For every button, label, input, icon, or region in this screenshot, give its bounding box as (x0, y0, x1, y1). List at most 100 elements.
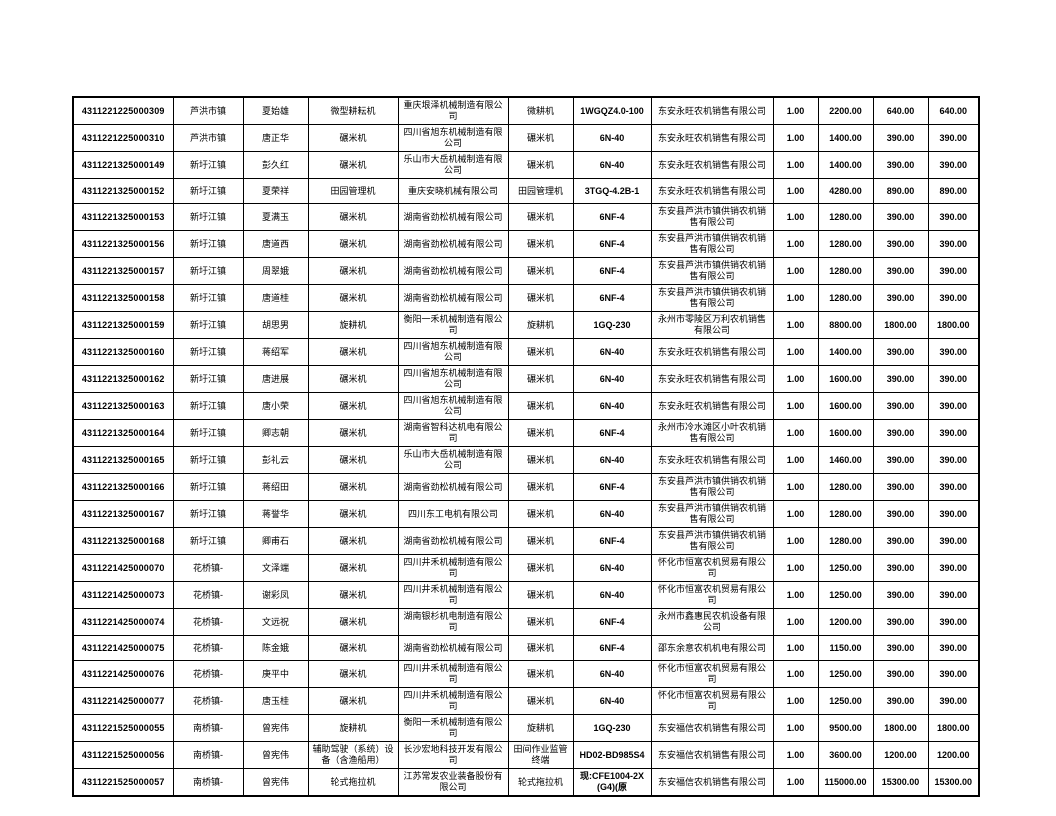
cell-record-id: 4311221325000156 (72, 230, 174, 258)
table-row: 4311221325000160 新圩江镇 蒋绍军 碾米机 四川省旭东机械制造有限公司碾… (72, 338, 980, 366)
cell-model: 6NF-4 (572, 230, 652, 258)
cell-machine-category: 碾米机 (507, 365, 574, 393)
cell-manufacturer: 四川井禾机械制造有限公司 (397, 554, 509, 582)
cell-quantity: 1.00 (772, 473, 819, 501)
cell-town: 花桥镇- (172, 554, 244, 582)
cell-town: 南桥镇- (172, 714, 244, 742)
cell-price: 1250.00 (817, 660, 874, 688)
cell-subsidy: 390.00 (872, 365, 929, 393)
cell-subsidy-total: 890.00 (927, 178, 980, 204)
cell-machine-name: 碾米机 (307, 284, 399, 312)
cell-owner-name: 蒋绍军 (242, 338, 309, 366)
cell-dealer: 邵东余意农机机电有限公司 (650, 635, 774, 661)
cell-subsidy-total: 390.00 (927, 338, 980, 366)
table-row: 4311221225000310 芦洪市镇 唐正华 碾米机 四川省旭东机械制造有限公司碾… (72, 124, 980, 152)
cell-model: 6NF-4 (572, 419, 652, 447)
cell-price: 1280.00 (817, 473, 874, 501)
table-row: 4311221325000168 新圩江镇 卿甫石 碾米机 湖南省劲松机械有限公司 碾米机… (72, 527, 980, 555)
cell-subsidy: 390.00 (872, 230, 929, 258)
cell-price: 1150.00 (817, 635, 874, 661)
cell-machine-category: 碾米机 (507, 635, 574, 661)
cell-town: 新圩江镇 (172, 500, 244, 528)
cell-price: 3600.00 (817, 741, 874, 769)
cell-machine-name: 微型耕耘机 (307, 96, 399, 125)
cell-quantity: 1.00 (772, 660, 819, 688)
cell-quantity: 1.00 (772, 151, 819, 179)
table-row: 4311221325000156 新圩江镇 唐道西 碾米机 湖南省劲松机械有限公司 碾米机… (72, 230, 980, 258)
cell-machine-category: 碾米机 (507, 392, 574, 420)
table-row: 4311221225000309 芦洪市镇 夏始雄 微型耕耘机 重庆垠泽机械制造有限公司… (72, 96, 980, 125)
cell-town: 花桥镇- (172, 687, 244, 715)
cell-subsidy-total: 640.00 (927, 96, 980, 125)
cell-subsidy-total: 390.00 (927, 608, 980, 636)
cell-subsidy-total: 390.00 (927, 500, 980, 528)
cell-model: 6N-40 (572, 392, 652, 420)
cell-record-id: 4311221225000310 (72, 124, 174, 152)
cell-record-id: 4311221325000158 (72, 284, 174, 312)
table-row: 4311221325000162 新圩江镇 唐进展 碾米机 四川省旭东机械制造有限公司碾… (72, 365, 980, 393)
cell-record-id: 4311221425000070 (72, 554, 174, 582)
cell-subsidy-total: 390.00 (927, 284, 980, 312)
cell-machine-category: 微耕机 (507, 96, 574, 125)
cell-machine-name: 碾米机 (307, 419, 399, 447)
cell-owner-name: 唐道桂 (242, 284, 309, 312)
cell-dealer: 东安福信农机销售有限公司 (650, 714, 774, 742)
cell-machine-category: 田间作业监管终端 (507, 741, 574, 769)
cell-subsidy: 390.00 (872, 500, 929, 528)
cell-price: 1600.00 (817, 419, 874, 447)
cell-record-id: 4311221325000164 (72, 419, 174, 447)
cell-manufacturer: 乐山市大岳机械制造有限公司 (397, 151, 509, 179)
cell-price: 1200.00 (817, 608, 874, 636)
cell-price: 1600.00 (817, 392, 874, 420)
cell-machine-name: 碾米机 (307, 500, 399, 528)
cell-machine-category: 碾米机 (507, 230, 574, 258)
table-row: 4311221425000074 花桥镇- 文远祝 碾米机 湖南银杉机电制造有限公司 碾米… (72, 608, 980, 636)
cell-price: 2200.00 (817, 96, 874, 125)
cell-town: 新圩江镇 (172, 230, 244, 258)
table-row: 4311221525000056 南桥镇- 曾宪伟 辅助驾驶（系统）设备（含渔船用）长… (72, 741, 980, 769)
cell-dealer: 东安县芦洪市镇供销农机销售有限公司 (650, 230, 774, 258)
cell-owner-name: 夏满玉 (242, 203, 309, 231)
cell-model: 6NF-4 (572, 473, 652, 501)
cell-subsidy-total: 390.00 (927, 203, 980, 231)
cell-subsidy: 390.00 (872, 608, 929, 636)
cell-manufacturer: 四川井禾机械制造有限公司 (397, 660, 509, 688)
cell-manufacturer: 长沙宏地科技开发有限公司 (397, 741, 509, 769)
cell-machine-name: 碾米机 (307, 257, 399, 285)
cell-subsidy-total: 390.00 (927, 230, 980, 258)
cell-town: 花桥镇- (172, 581, 244, 609)
cell-machine-category: 碾米机 (507, 446, 574, 474)
cell-dealer: 东安县芦洪市镇供销农机销售有限公司 (650, 500, 774, 528)
cell-quantity: 1.00 (772, 365, 819, 393)
cell-dealer: 东安县芦洪市镇供销农机销售有限公司 (650, 203, 774, 231)
cell-subsidy-total: 390.00 (927, 473, 980, 501)
cell-record-id: 4311221425000076 (72, 660, 174, 688)
cell-subsidy-total: 390.00 (927, 419, 980, 447)
cell-machine-name: 碾米机 (307, 687, 399, 715)
cell-model: 1WGQZ4.0-100 (572, 96, 652, 125)
cell-price: 8800.00 (817, 311, 874, 339)
cell-price: 1280.00 (817, 527, 874, 555)
cell-town: 新圩江镇 (172, 257, 244, 285)
cell-record-id: 4311221325000153 (72, 203, 174, 231)
cell-dealer: 怀化市恒富农机贸易有限公司 (650, 554, 774, 582)
table-row: 4311221425000075 花桥镇- 陈金娥 碾米机 湖南省劲松机械有限公司 碾米机… (72, 635, 980, 661)
cell-price: 1400.00 (817, 124, 874, 152)
cell-dealer: 东安永旺农机销售有限公司 (650, 365, 774, 393)
cell-model: 3TGQ-4.2B-1 (572, 178, 652, 204)
cell-subsidy: 1200.00 (872, 741, 929, 769)
cell-manufacturer: 四川井禾机械制造有限公司 (397, 687, 509, 715)
cell-model: 6N-40 (572, 660, 652, 688)
cell-quantity: 1.00 (772, 687, 819, 715)
cell-model: 6N-40 (572, 365, 652, 393)
cell-price: 1280.00 (817, 500, 874, 528)
cell-subsidy-total: 390.00 (927, 151, 980, 179)
cell-machine-category: 碾米机 (507, 608, 574, 636)
cell-subsidy-total: 390.00 (927, 581, 980, 609)
cell-subsidy: 390.00 (872, 527, 929, 555)
cell-owner-name: 文泽端 (242, 554, 309, 582)
cell-dealer: 东安县芦洪市镇供销农机销售有限公司 (650, 284, 774, 312)
cell-town: 新圩江镇 (172, 338, 244, 366)
subsidy-table: 4311221225000309 芦洪市镇 夏始雄 微型耕耘机 重庆垠泽机械制造有限公司… (72, 96, 980, 797)
cell-dealer: 东安福信农机销售有限公司 (650, 741, 774, 769)
